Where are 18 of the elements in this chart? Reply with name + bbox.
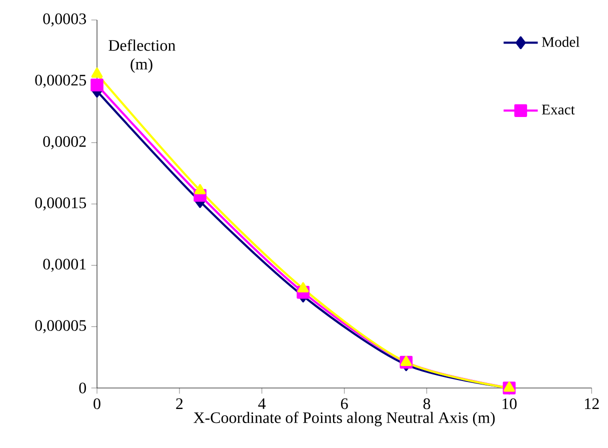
y-tick-label: 0,0001: [43, 258, 86, 272]
x-tick-label: 4: [258, 398, 266, 409]
legend-label: Model: [542, 36, 580, 47]
x-axis-title: X-Coordinate of Points along Neutral Axis (m): [194, 412, 495, 426]
x-tick-label: 12: [585, 398, 599, 409]
y-axis-title: Deflection (m): [108, 39, 176, 73]
y-tick-label: 0,0002: [43, 136, 86, 150]
y-tick-label: 0,00015: [35, 197, 86, 211]
y-tick-label: 0,00025: [35, 74, 86, 88]
legend-label: Exact: [542, 104, 575, 115]
y-tick-label: 0,0003: [43, 13, 86, 27]
y-tick-label: 0,00005: [35, 320, 86, 334]
x-tick-label: 2: [176, 398, 183, 409]
y-tick-label: 0: [79, 382, 86, 394]
x-tick-label: 8: [423, 398, 430, 410]
x-tick-label: 6: [341, 398, 348, 410]
x-tick-label: 0: [94, 398, 100, 410]
x-tick-label: 10: [502, 398, 517, 410]
